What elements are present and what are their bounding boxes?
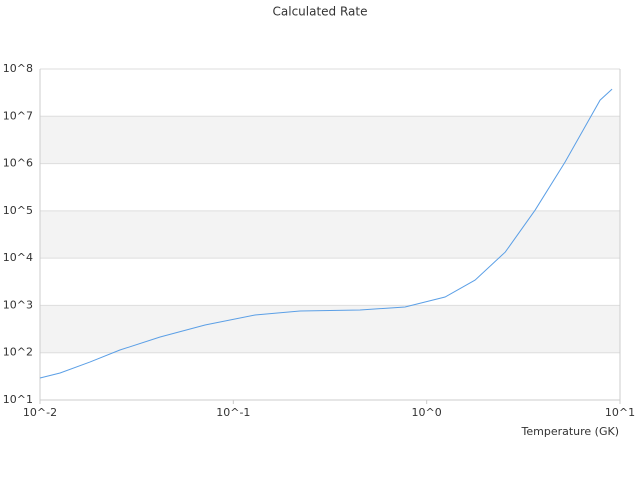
y-tick-label: 10^8 [3, 62, 33, 75]
x-tick-label: 10^1 [605, 406, 635, 419]
x-tick-label: 10^0 [412, 406, 442, 419]
x-tick-label: 10^-1 [216, 406, 250, 419]
y-tick-label: 10^5 [3, 204, 33, 217]
y-tick-label: 10^3 [3, 298, 33, 311]
y-tick-label: 10^4 [3, 251, 33, 264]
grid-band [40, 210, 620, 259]
y-tick-label: 10^7 [3, 109, 33, 122]
y-tick-label: 10^1 [3, 393, 33, 406]
x-tick-label: 10^-2 [23, 406, 57, 419]
grid-band [40, 305, 620, 353]
y-tick-label: 10^2 [3, 346, 33, 359]
chart-title: Calculated Rate [273, 5, 368, 19]
grid-band [40, 116, 620, 164]
x-axis-label: Temperature (GK) [521, 425, 620, 438]
y-tick-label: 10^6 [3, 157, 33, 170]
data-line [39, 88, 613, 379]
